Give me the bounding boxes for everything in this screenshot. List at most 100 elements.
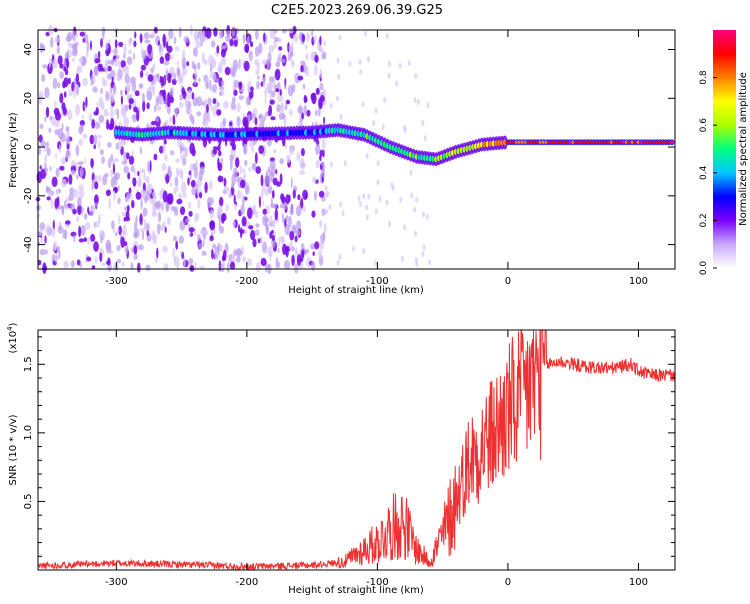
noise-speckle (38, 145, 42, 155)
noise-speckle (358, 58, 362, 65)
noise-speckle (174, 46, 180, 52)
noise-speckle (247, 97, 251, 106)
noise-speckle (319, 154, 322, 162)
noise-speckle (143, 32, 150, 40)
noise-speckle (232, 59, 239, 72)
noise-speckle (162, 190, 168, 203)
noise-speckle (255, 261, 261, 273)
noise-speckle (319, 82, 324, 91)
noise-speckle (178, 26, 182, 38)
noise-speckle (178, 73, 184, 85)
noise-speckle (288, 109, 293, 116)
noise-speckle (187, 177, 190, 186)
noise-speckle (145, 191, 151, 201)
noise-speckle (262, 208, 267, 215)
noise-speckle (191, 116, 195, 125)
noise-speckle (264, 174, 270, 186)
noise-speckle (310, 92, 316, 101)
noise-speckle (284, 103, 288, 111)
noise-speckle (242, 168, 246, 173)
noise-speckle (120, 107, 127, 119)
noise-speckle (133, 40, 137, 48)
spectrogram-signal-track (113, 123, 675, 167)
noise-speckle (128, 98, 134, 105)
noise-speckle (115, 54, 120, 60)
noise-speckle (54, 36, 60, 44)
noise-speckle (104, 172, 109, 178)
noise-speckle (44, 116, 47, 123)
noise-speckle (362, 248, 366, 255)
noise-speckle (145, 175, 150, 184)
noise-speckle (128, 38, 132, 46)
noise-speckle (378, 196, 382, 202)
noise-speckle (409, 169, 413, 176)
noise-speckle (78, 57, 83, 64)
noise-speckle (108, 198, 112, 210)
noise-speckle (102, 174, 108, 186)
noise-speckle (365, 204, 369, 211)
noise-speckle (59, 92, 64, 104)
noise-speckle (306, 109, 311, 117)
y-tick-label: -40 (23, 236, 34, 252)
noise-speckle (54, 100, 57, 108)
noise-speckle (241, 216, 247, 227)
noise-speckle (113, 157, 119, 163)
svg-text:(x104): (x104) (6, 322, 19, 353)
noise-speckle (78, 238, 85, 243)
noise-speckle (323, 88, 326, 96)
noise-speckle (131, 150, 135, 156)
noise-speckle (271, 90, 276, 98)
noise-speckle (177, 263, 180, 271)
noise-speckle (221, 214, 225, 224)
noise-speckle (211, 248, 214, 260)
noise-speckle (268, 44, 275, 53)
noise-speckle (264, 187, 269, 197)
noise-speckle (60, 132, 66, 143)
noise-speckle (83, 237, 88, 242)
noise-speckle (106, 260, 111, 266)
noise-speckle (130, 262, 134, 270)
noise-speckle (77, 204, 82, 216)
noise-speckle (243, 230, 248, 235)
noise-speckle (38, 91, 44, 100)
noise-speckle (174, 176, 179, 187)
noise-speckle (300, 60, 306, 65)
noise-speckle (341, 210, 345, 217)
noise-speckle (281, 58, 286, 64)
noise-speckle (300, 148, 305, 157)
noise-speckle (116, 76, 121, 82)
noise-speckle (247, 258, 253, 267)
noise-speckle (146, 90, 153, 101)
noise-speckle (285, 246, 289, 258)
noise-speckle (263, 113, 268, 119)
noise-speckle (96, 102, 99, 107)
noise-speckle (367, 193, 371, 200)
noise-speckle (423, 135, 427, 142)
noise-speckle (385, 199, 389, 206)
noise-speckle (88, 113, 93, 122)
noise-speckle (133, 231, 139, 239)
noise-speckle (194, 70, 198, 77)
noise-speckle (205, 27, 212, 39)
noise-speckle (321, 196, 326, 202)
noise-speckle (230, 186, 235, 196)
noise-speckle (57, 225, 64, 234)
noise-speckle (254, 210, 259, 219)
noise-speckle (250, 86, 254, 92)
noise-speckle (39, 124, 44, 129)
noise-speckle (96, 134, 102, 139)
noise-speckle (320, 94, 325, 103)
noise-speckle (256, 62, 261, 71)
noise-speckle (252, 238, 257, 248)
noise-speckle (265, 222, 268, 235)
noise-speckle (206, 104, 209, 113)
noise-speckle (167, 102, 171, 107)
noise-speckle (57, 55, 63, 65)
noise-speckle (217, 242, 221, 252)
y-tick-label: 1.0 (23, 425, 34, 441)
noise-speckle (231, 143, 237, 151)
noise-speckle (426, 102, 430, 109)
noise-speckle (219, 196, 224, 207)
noise-speckle (225, 34, 231, 43)
